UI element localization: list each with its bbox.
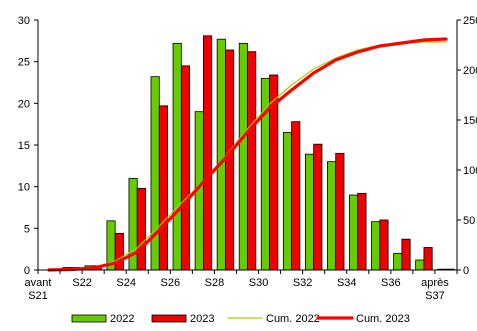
x-tick-label-s32: S32 — [293, 277, 313, 289]
y-right-tick-label-250: 250 — [463, 15, 477, 27]
legend-item-2022: 2022 — [71, 313, 134, 325]
y-left-tick-label-10: 10 — [18, 182, 30, 194]
bar-2023-16 — [401, 238, 411, 271]
bar-2023-7 — [202, 35, 213, 271]
bar-2023-5 — [158, 105, 168, 271]
y-right-tick-label-50: 50 — [463, 215, 475, 227]
x-tick-label-s26: S26 — [161, 277, 181, 289]
line-cum-2023 — [47, 37, 448, 272]
bar-2022-9 — [238, 42, 248, 271]
bar-2022-15 — [371, 221, 381, 271]
legend-item-cum-2022: Cum. 2022 — [227, 313, 320, 325]
bar-2023-12 — [313, 143, 323, 271]
x-tick-label-avant-s21: avant S21 — [25, 277, 52, 302]
y-left-tick-label-15: 15 — [18, 140, 30, 152]
y-left-tick-label-20: 20 — [18, 98, 30, 110]
x-tick-label-s30: S30 — [249, 277, 269, 289]
legend-label: 2023 — [190, 313, 214, 325]
bar-2022-8 — [216, 38, 226, 271]
legend-swatch — [71, 314, 107, 323]
x-tick-label-s24: S24 — [116, 277, 136, 289]
bar-2023-9 — [247, 51, 257, 271]
bar-2022-11 — [282, 132, 293, 271]
x-tick-label-s22: S22 — [72, 277, 92, 289]
y-right-tick-label-100: 100 — [463, 165, 477, 177]
legend-item-cum-2023: Cum. 2023 — [316, 313, 410, 325]
bar-2023-3 — [114, 232, 124, 271]
legend-label: Cum. 2023 — [356, 313, 410, 325]
bar-2022-17 — [415, 259, 425, 271]
bar-2022-5 — [150, 76, 160, 271]
bar-2023-17 — [423, 247, 433, 271]
bar-2022-13 — [327, 161, 337, 271]
bar-2023-15 — [379, 219, 389, 271]
y-left-tick-label-25: 25 — [18, 57, 30, 69]
bar-2023-13 — [335, 152, 345, 271]
y-left-tick-label-30: 30 — [18, 15, 30, 27]
bar-2022-16 — [393, 252, 403, 271]
x-tick-label-s34: S34 — [337, 277, 357, 289]
bar-2023-6 — [180, 65, 191, 271]
x-tick-label-après-s37: après S37 — [421, 277, 449, 302]
x-tick-label-s36: S36 — [381, 277, 401, 289]
y-left-tick-label-5: 5 — [24, 223, 30, 235]
bar-2022-14 — [349, 194, 359, 271]
bar-2022-12 — [304, 153, 315, 271]
legend-swatch — [151, 314, 187, 323]
y-right-tick-label-150: 150 — [463, 115, 477, 127]
y-right-tick-label-0: 0 — [463, 265, 469, 277]
legend-item-2023: 2023 — [151, 313, 214, 325]
y-left-tick-label-0: 0 — [24, 265, 30, 277]
bar-2022-6 — [172, 42, 182, 271]
bar-2023-4 — [136, 187, 146, 271]
bar-2023-8 — [225, 49, 235, 271]
x-tick-label-s28: S28 — [205, 277, 225, 289]
legend-label: Cum. 2022 — [266, 313, 320, 325]
legend-label: 2022 — [110, 313, 134, 325]
bar-2023-11 — [291, 121, 301, 271]
bar-2023-14 — [357, 192, 367, 271]
y-right-tick-label-200: 200 — [463, 65, 477, 77]
